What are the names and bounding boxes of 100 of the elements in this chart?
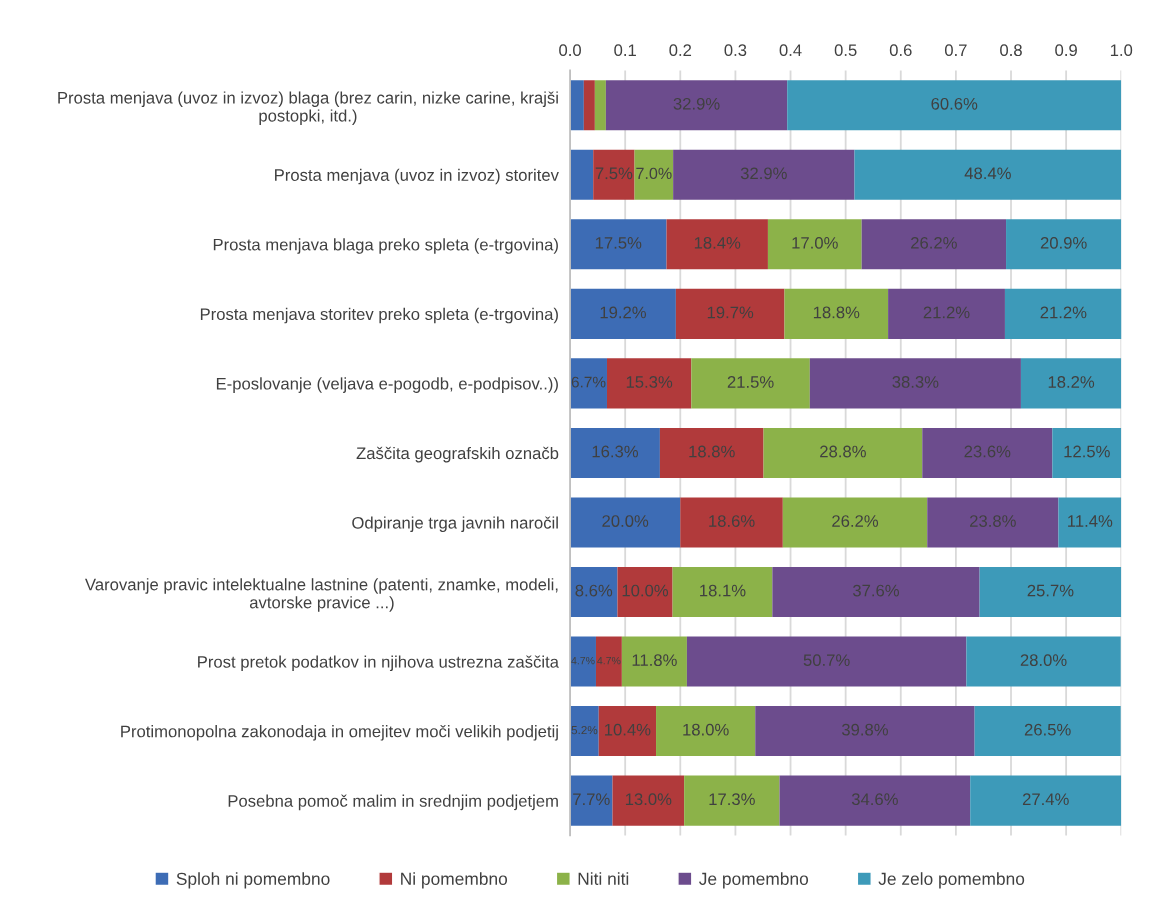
legend-label: Ni pomembno	[401, 872, 508, 889]
bar	[861, 219, 1007, 270]
y-tick-label: Prost pretok podatkov in njihova ustrezna zaščita	[198, 655, 559, 672]
bar	[809, 358, 1021, 409]
bar	[854, 149, 1122, 200]
bar	[1004, 288, 1122, 339]
bar	[570, 358, 607, 409]
bar	[673, 149, 855, 200]
bar	[606, 358, 692, 409]
bar	[979, 566, 1122, 618]
data-label: 10.0%	[622, 584, 669, 597]
bar	[598, 706, 657, 757]
data-label: 18.2%	[1048, 376, 1095, 388]
x-tick-label: 0.7	[944, 44, 967, 57]
y-tick-label: Prosta menjava blaga preko spleta (e-trgovina)	[213, 238, 558, 254]
data-label: 20.0%	[602, 515, 649, 527]
data-label: 17.3%	[709, 793, 755, 806]
bar	[755, 706, 975, 757]
data-label: 18.0%	[683, 723, 729, 736]
bar	[570, 149, 594, 200]
y-tick-label: Prosta menjava (uvoz in izvoz) blaga (brez carin, nizke carine, krajši postopki, itd.)	[58, 91, 558, 125]
x-tick-label: 0.3	[724, 44, 747, 57]
bar	[570, 706, 599, 757]
bar	[605, 80, 788, 131]
bar	[570, 497, 681, 548]
data-label: 19.7%	[707, 306, 754, 319]
data-label: 17.0%	[792, 236, 838, 249]
y-tick-label: E-poslovanje (veljava e-pogodb, e-podpisov..))	[216, 377, 558, 393]
x-tick-label: 0.5	[834, 44, 857, 57]
bar	[691, 358, 810, 409]
data-label: 32.9%	[673, 97, 720, 110]
x-tick-label: 0.0	[559, 44, 581, 57]
bar	[595, 636, 622, 687]
data-label: 10.4%	[605, 723, 651, 736]
bar	[659, 427, 764, 478]
bar	[666, 219, 768, 270]
bar	[784, 288, 889, 339]
data-label: 26.2%	[911, 236, 957, 249]
data-label: 11.4%	[1068, 515, 1113, 527]
bar	[672, 566, 773, 618]
y-tick-label: Odpiranje trga javnih naročil	[352, 516, 558, 532]
data-label: 25.7%	[1027, 584, 1074, 597]
data-label: 4.7%	[571, 656, 595, 665]
bar	[686, 636, 967, 687]
bar	[570, 636, 596, 687]
y-tick-label: Prosta menjava (uvoz in izvoz) storitev	[275, 168, 559, 185]
bar	[888, 288, 1005, 339]
data-label: 60.6%	[931, 97, 978, 110]
bar	[782, 497, 928, 548]
bar	[927, 497, 1059, 548]
data-label: 21.2%	[923, 306, 970, 319]
bar	[684, 775, 780, 826]
bar	[570, 288, 676, 339]
y-tick-label: Varovanje pravic intelektualne lastnine (patenti, znamke, modeli, avtorske pravice ...)	[85, 578, 558, 612]
bar	[1020, 358, 1122, 409]
data-label: 4.7%	[597, 656, 621, 665]
legend-label: Je zelo pomembno	[878, 872, 1025, 889]
data-label: 16.3%	[592, 445, 639, 458]
data-label: 18.8%	[813, 306, 860, 319]
data-label: 11.8%	[632, 654, 677, 667]
data-label: 18.4%	[694, 236, 741, 249]
x-tick-label: 0.4	[779, 44, 802, 57]
data-label: 38.3%	[892, 376, 939, 388]
bar	[767, 219, 862, 270]
legend-label: Niti niti	[578, 872, 629, 885]
data-label: 21.2%	[1040, 306, 1087, 319]
data-label: 19.2%	[600, 306, 647, 319]
bar	[634, 149, 674, 200]
bar	[680, 497, 783, 548]
x-tick-label: 0.8	[1000, 44, 1022, 57]
data-label: 7.5%	[595, 167, 633, 180]
data-label: 50.7%	[803, 654, 850, 667]
data-label: 15.3%	[626, 376, 673, 388]
data-label: 28.0%	[1020, 654, 1067, 667]
data-label: 26.5%	[1024, 723, 1071, 736]
bar	[612, 775, 685, 826]
x-tick-label: 0.2	[669, 44, 692, 57]
legend-label: Sploh ni pomembno	[176, 872, 330, 889]
data-label: 12.5%	[1064, 445, 1110, 458]
data-label: 32.9%	[740, 167, 787, 180]
data-label: 7.7%	[573, 793, 610, 806]
legend-label: Je pomembno	[699, 872, 809, 889]
bar	[675, 288, 785, 339]
x-tick-label: 0.6	[889, 44, 912, 57]
data-label: 48.4%	[964, 167, 1011, 180]
bar	[570, 219, 667, 270]
data-label: 6.7%	[571, 376, 606, 388]
bar	[970, 775, 1122, 826]
bar	[1006, 219, 1122, 270]
data-label: 5.2%	[571, 725, 598, 735]
bar	[787, 80, 1122, 131]
bar	[966, 636, 1121, 687]
bar	[779, 775, 971, 826]
bar	[617, 566, 673, 618]
data-label: 26.2%	[832, 515, 879, 527]
bar	[772, 566, 980, 618]
bar	[1058, 497, 1122, 548]
y-tick-label: Protimonopolna zakonodaja in omejitev moči velikih podjetij	[121, 725, 558, 741]
data-label: 13.0%	[625, 793, 672, 806]
bar	[974, 706, 1121, 757]
